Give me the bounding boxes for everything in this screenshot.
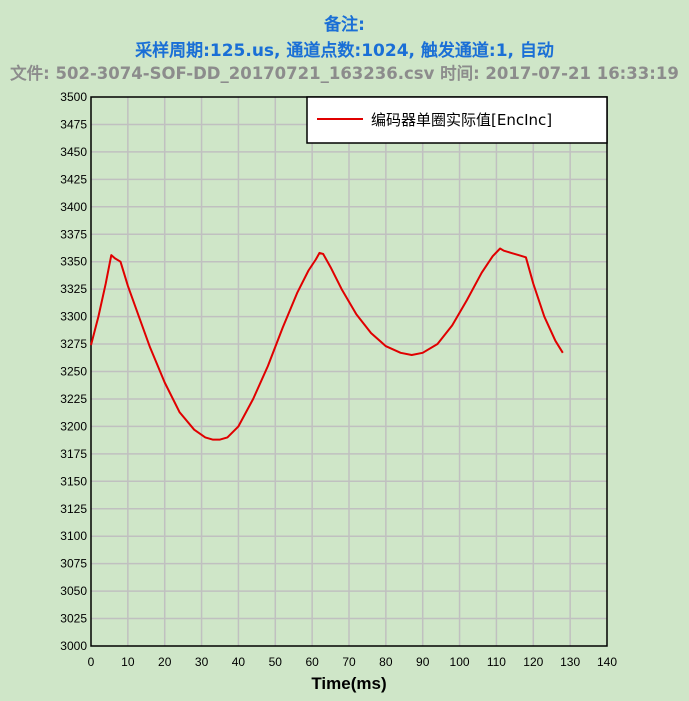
x-tick-label: 40 <box>232 655 246 669</box>
x-tick-label: 90 <box>416 655 430 669</box>
y-tick-label: 3325 <box>60 282 87 296</box>
legend-label: 编码器单圈实际值[EncInc] <box>371 111 552 129</box>
series-layer <box>90 247 564 441</box>
y-tick-label: 3275 <box>60 337 87 351</box>
x-tick-label: 100 <box>450 655 470 669</box>
y-tick-label: 3050 <box>60 584 87 598</box>
series-line <box>90 247 564 441</box>
y-tick-label: 3125 <box>60 502 87 516</box>
x-tick-label: 20 <box>158 655 172 669</box>
y-tick-label: 3000 <box>60 639 87 653</box>
x-axis-label: Time(ms) <box>311 674 386 693</box>
x-tick-label: 120 <box>523 655 543 669</box>
x-tick-label: 10 <box>121 655 135 669</box>
x-tick-label: 130 <box>560 655 580 669</box>
y-tick-label: 3500 <box>60 90 87 104</box>
y-tick-label: 3450 <box>60 145 87 159</box>
file-info: 文件: 502-3074-SOF-DD_20170721_163236.csv … <box>10 64 679 83</box>
x-axis-ticks: 0 10 20 30 40 50 60 70 80 90 100 110 120 130 140 <box>88 655 618 669</box>
y-tick-label: 3400 <box>60 200 87 214</box>
x-tick-label: 70 <box>342 655 356 669</box>
x-tick-label: 50 <box>269 655 283 669</box>
y-tick-label: 3375 <box>60 227 87 241</box>
x-tick-label: 80 <box>379 655 393 669</box>
y-tick-label: 3175 <box>60 447 87 461</box>
y-tick-label: 3150 <box>60 474 87 488</box>
y-tick-label: 3075 <box>60 557 87 571</box>
y-tick-label: 3350 <box>60 255 87 269</box>
x-tick-label: 60 <box>305 655 319 669</box>
x-tick-label: 110 <box>487 655 506 669</box>
y-tick-label: 3250 <box>60 365 87 379</box>
legend: 编码器单圈实际值[EncInc] <box>306 96 608 144</box>
y-tick-label: 3200 <box>60 419 87 433</box>
y-tick-label: 3425 <box>60 172 87 186</box>
x-tick-label: 0 <box>88 655 95 669</box>
x-tick-label: 30 <box>195 655 209 669</box>
y-axis-ticks: 3000 3025 3050 3075 3100 3125 3150 3175 3200 3225… <box>60 90 87 653</box>
y-tick-label: 3300 <box>60 310 87 324</box>
y-tick-label: 3025 <box>60 612 87 626</box>
y-tick-label: 3225 <box>60 392 87 406</box>
y-tick-label: 3475 <box>60 117 87 131</box>
sampling-params: 采样周期:125.us, 通道点数:1024, 触发通道:1, 自动 <box>135 41 554 61</box>
y-tick-label: 3100 <box>60 529 87 543</box>
chart-note: 备注: <box>324 15 365 35</box>
grid-lines <box>91 97 607 646</box>
x-tick-label: 140 <box>597 655 617 669</box>
